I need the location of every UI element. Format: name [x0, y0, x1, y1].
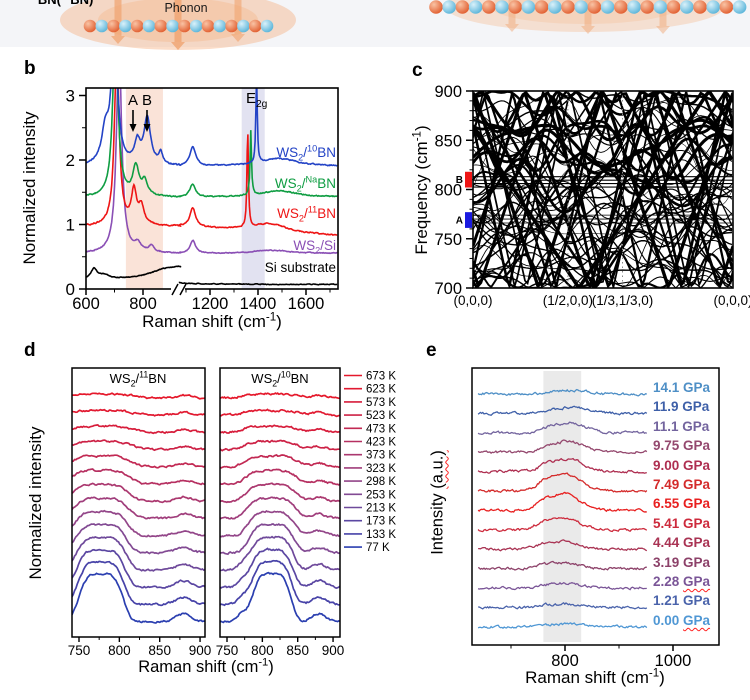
svg-text:850: 850 — [148, 643, 171, 658]
svg-text:700: 700 — [434, 280, 462, 298]
e-pressure-label: 7.49 GPa — [653, 477, 711, 492]
svg-text:(1/2,0,0): (1/2,0,0) — [543, 293, 593, 308]
svg-text:750: 750 — [216, 643, 239, 658]
svg-text:800: 800 — [251, 643, 274, 658]
svg-text:133 K: 133 K — [366, 529, 396, 541]
e-xaxis-title: Raman shift (cm-1) — [525, 667, 665, 687]
svg-text:673 K: 673 K — [366, 371, 396, 383]
e-pressure-label: 9.00 GPa — [653, 457, 711, 473]
svg-text:623 K: 623 K — [366, 384, 396, 396]
svg-text:173 K: 173 K — [366, 516, 396, 528]
e-pressure-label: 0.00 GPa — [653, 612, 711, 628]
svg-text:213 K: 213 K — [366, 503, 396, 515]
svg-text:A: A — [456, 216, 463, 227]
svg-text:900: 900 — [189, 643, 212, 658]
svg-text:3: 3 — [66, 87, 75, 106]
svg-text:850: 850 — [434, 132, 462, 150]
d-title-ws2-11bn: WS2/11BN — [109, 369, 167, 389]
svg-text:900: 900 — [434, 83, 462, 101]
b-label-ws2-si: WS2/Si — [293, 238, 336, 256]
svg-text:800: 800 — [434, 182, 462, 200]
panel-c-plot: 700 750 800 850 900 B A (0,0,0) (1/2,0,0)(1/3,1/… — [434, 83, 750, 308]
b-annotation-B: B — [141, 92, 152, 109]
panel-e-letter: e — [426, 340, 437, 361]
svg-text:0: 0 — [66, 280, 75, 299]
b-label-ws2-nabn: WS2/NaBN — [274, 174, 336, 194]
b-label-ws2-10bn: WS2/10BN — [276, 143, 336, 163]
svg-text:850: 850 — [286, 643, 309, 658]
svg-text:800: 800 — [551, 652, 579, 670]
svg-text:473 K: 473 K — [366, 423, 396, 435]
panel-b-letter: b — [24, 58, 36, 79]
b-label-si-substrate: Si substrate — [264, 260, 336, 275]
e-pressure-label: 11.1 GPa — [653, 418, 710, 434]
svg-text:423 K: 423 K — [366, 437, 396, 449]
e-pressure-label: 14.1 GPa — [653, 380, 711, 395]
e-pressure-label: 5.41 GPa — [653, 515, 711, 531]
e-pressure-label: 6.55 GPa — [653, 496, 711, 512]
panel-e-plot: 800 1000 — [471, 367, 720, 670]
svg-text:(0,0,0): (0,0,0) — [453, 293, 492, 308]
e-pressure-label: 2.28 GPa — [653, 574, 711, 589]
e-yaxis-title: Intensity (a.u.) — [428, 450, 447, 555]
b-yaxis-title: Normalized intensity — [20, 111, 39, 265]
svg-text:900: 900 — [322, 643, 345, 658]
svg-text:(1/3,1/3,0): (1/3,1/3,0) — [592, 293, 654, 308]
b-label-ws2-11bn: WS2/11BN — [277, 204, 336, 224]
d-yaxis-title: Normalized intensity — [26, 426, 45, 580]
svg-text:1400: 1400 — [240, 295, 277, 313]
panel-a-isotope-label: 10BN(11BN) — [28, 0, 93, 7]
svg-text:1: 1 — [66, 216, 75, 235]
d-title-ws2-10bn: WS2/10BN — [251, 369, 309, 389]
svg-text:1200: 1200 — [192, 295, 229, 313]
e-pressure-label: 3.19 GPa — [653, 554, 711, 570]
svg-text:600: 600 — [72, 295, 100, 313]
e-pressure-label: 4.44 GPa — [653, 535, 711, 551]
svg-text:323 K: 323 K — [366, 463, 396, 475]
b-annotation-E2g: E2g — [246, 90, 268, 110]
svg-text:1600: 1600 — [288, 295, 325, 313]
svg-text:253 K: 253 K — [366, 489, 396, 501]
svg-text:800: 800 — [108, 643, 131, 658]
svg-text:1000: 1000 — [655, 652, 692, 670]
b-annotation-A: A — [127, 92, 138, 109]
svg-text:2: 2 — [66, 151, 75, 170]
svg-text:523 K: 523 K — [366, 410, 396, 422]
panel-c-letter: c — [412, 60, 423, 81]
svg-text:(0,0,0): (0,0,0) — [713, 293, 750, 308]
svg-text:573 K: 573 K — [366, 397, 396, 409]
c-yaxis-title: Frequency (cm-1) — [411, 125, 431, 255]
panel-a-graphic — [0, 0, 750, 50]
phonon-label: Phonon — [164, 1, 208, 15]
svg-text:298 K: 298 K — [366, 476, 396, 488]
panel-b-plot: 0 1 2 3 600 800 1200 1400 1600 — [66, 87, 339, 313]
b-xaxis-title: Raman shift (cm-1) — [142, 311, 282, 331]
panel-d-letter: d — [24, 340, 36, 361]
svg-text:750: 750 — [434, 231, 462, 249]
svg-text:750: 750 — [68, 643, 91, 658]
e-pressure-label: 1.21 GPa — [653, 593, 711, 609]
svg-text:B: B — [456, 175, 463, 186]
e-pressure-label: 11.9 GPa — [653, 399, 710, 415]
e-pressure-label: 9.75 GPa — [653, 438, 711, 454]
svg-text:800: 800 — [129, 295, 157, 313]
svg-text:373 K: 373 K — [366, 450, 396, 462]
d-xaxis-title: Raman shift (cm-1) — [138, 656, 274, 676]
svg-text:77 K: 77 K — [366, 542, 390, 554]
